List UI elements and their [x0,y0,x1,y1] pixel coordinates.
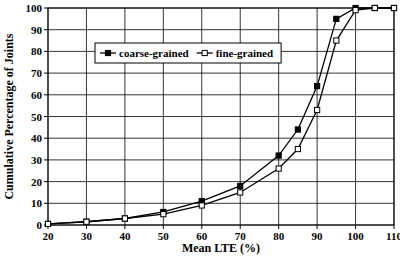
x-tick [124,225,125,229]
x-tick-label: 30 [81,230,93,242]
y-tick-label: 90 [31,24,43,36]
x-tick-label: 100 [347,230,364,242]
series-marker [122,216,127,221]
y-tick [44,181,48,182]
y-tick-label: 100 [26,2,43,14]
y-tick [44,73,48,74]
x-tick [355,225,356,229]
y-tick-label: 60 [31,89,43,101]
x-tick [240,225,241,229]
y-tick [44,116,48,117]
legend-marker [202,50,207,55]
y-tick [44,159,48,160]
x-grid [163,8,164,225]
y-grid [48,203,394,204]
series-marker [391,5,396,10]
y-tick-label: 20 [31,176,43,188]
x-tick [317,225,318,229]
y-grid [48,116,394,117]
y-tick-label: 40 [31,132,43,144]
legend-label: coarse-grained [119,47,189,59]
series-marker [161,212,166,217]
x-tick [394,225,395,229]
series-marker [45,221,50,226]
series-marker [199,203,204,208]
y-grid [48,159,394,160]
plot-bg [48,8,394,225]
series-marker [353,8,358,13]
series-marker [334,38,339,43]
series-marker [372,5,377,10]
y-tick [44,51,48,52]
y-tick [44,203,48,204]
y-grid [48,73,394,74]
y-grid [48,29,394,30]
series-marker [334,16,339,21]
plot-frame [48,8,394,225]
chart-container: 0102030405060708090100203040506070809010… [0,0,400,256]
y-tick-label: 70 [31,67,43,79]
legend-label: fine-grained [216,47,273,59]
x-grid [278,8,279,225]
series-line [48,8,394,224]
y-tick-label: 30 [31,154,43,166]
y-tick-label: 80 [31,45,43,57]
x-tick-label: 50 [158,230,170,242]
x-axis-label: Mean LTE (%) [182,241,260,255]
y-tick-label: 10 [31,197,43,209]
legend: coarse-grained fine-grained [95,43,281,63]
series-marker [238,190,243,195]
x-grid [86,8,87,225]
x-tick-label: 110 [386,230,400,242]
y-grid [48,138,394,139]
x-tick-label: 20 [43,230,55,242]
series-group [45,5,396,226]
x-tick [86,225,87,229]
legend-marker [105,50,110,55]
series-marker [276,166,281,171]
series-marker [84,219,89,224]
series-marker [45,221,50,226]
x-grid [355,8,356,225]
x-tick-label: 40 [119,230,131,242]
y-tick [44,94,48,95]
y-grid [48,181,394,182]
chart: 0102030405060708090100203040506070809010… [0,0,400,256]
y-tick [44,138,48,139]
series-marker [122,216,127,221]
y-axis-label: Cumulative Percentage of Joints [2,33,16,199]
x-tick-label: 90 [312,230,324,242]
series-marker [295,146,300,151]
series-marker [276,153,281,158]
series-marker [295,127,300,132]
series-marker [391,5,396,10]
x-grid [317,8,318,225]
y-grid [48,94,394,95]
series-marker [315,84,320,89]
x-tick-label: 80 [273,230,285,242]
x-grid [201,8,202,225]
x-grid [124,8,125,225]
series-marker [238,183,243,188]
y-tick-label: 50 [31,111,43,123]
legend-box [95,43,281,63]
y-tick [44,8,48,9]
series-marker [372,5,377,10]
x-tick [163,225,164,229]
y-tick [44,29,48,30]
series-marker [315,107,320,112]
series-marker [84,219,89,224]
x-tick [201,225,202,229]
x-tick [278,225,279,229]
series-line [48,8,394,224]
